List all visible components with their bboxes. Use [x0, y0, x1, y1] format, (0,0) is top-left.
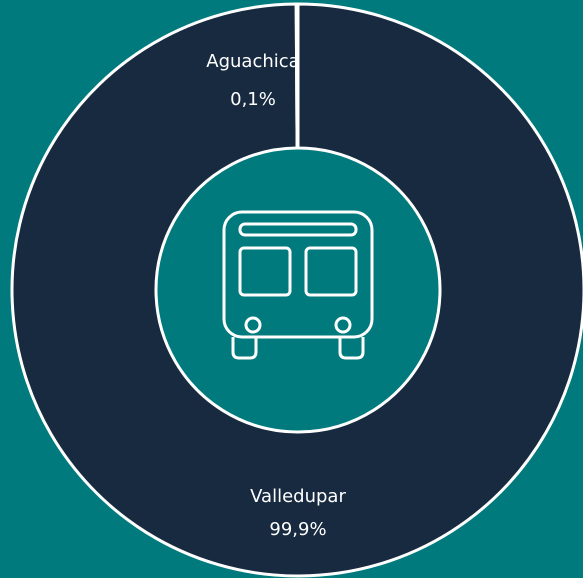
category-label: Aguachica [206, 51, 299, 72]
value-label: 0,1% [230, 89, 276, 110]
slice [10, 2, 583, 578]
bus-sign [238, 222, 358, 237]
value-label: 99,9% [269, 519, 326, 540]
labels: Valledupar 99,9% Aguachica 0,1% [206, 51, 346, 540]
slices [10, 2, 583, 578]
bus-window [238, 246, 292, 297]
bus-icon [222, 210, 374, 360]
bus-window [304, 246, 358, 297]
bus-wheel [338, 337, 365, 360]
bus-light [244, 316, 262, 334]
slice [294, 2, 300, 150]
bus-body [222, 210, 374, 339]
category-label: Valledupar [250, 486, 346, 507]
bus-wheel [231, 337, 258, 360]
bus-light [334, 316, 352, 334]
